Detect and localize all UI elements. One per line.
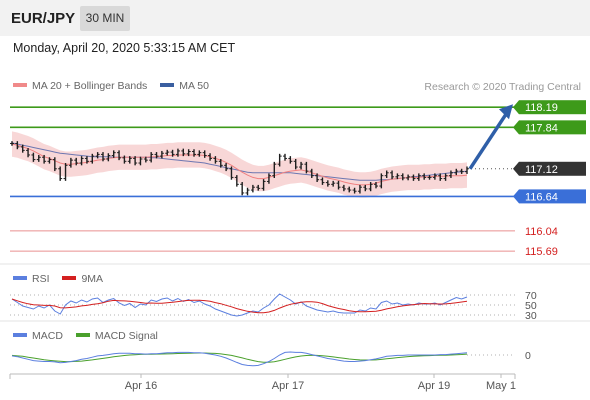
- timeframe-button[interactable]: 30 MIN: [80, 6, 130, 31]
- rsi-tick-label: 70: [525, 290, 537, 302]
- credit-text: Research © 2020 Trading Central: [424, 81, 581, 93]
- x-tick-label: Apr 16: [125, 380, 157, 392]
- level-label-target: 116.04: [525, 226, 558, 238]
- level-box-resistance: [519, 120, 586, 135]
- rsi-tick-label: 30: [525, 310, 537, 322]
- macd-line: [11, 351, 468, 367]
- legend-item-macd-signal: MACD Signal: [75, 330, 158, 342]
- macd-signal-swatch: [75, 333, 90, 338]
- rsi-legend: RSI 9MA: [13, 273, 103, 285]
- legend-ma20-label: MA 20 + Bollinger Bands: [32, 80, 148, 92]
- macd-signal-line: [11, 352, 468, 363]
- level-box-support: [519, 189, 586, 204]
- legend-item-macd: MACD: [13, 330, 63, 342]
- symbol-title: EUR/JPY: [11, 10, 76, 27]
- rsi-tick-label: 50: [525, 300, 537, 312]
- level-label-support: 116.64: [525, 191, 558, 203]
- rsi-ma-line: [11, 298, 468, 314]
- ma20-line: [11, 143, 468, 186]
- chart-header: EUR/JPY 30 MIN: [0, 0, 590, 36]
- current-price-box: [519, 161, 586, 176]
- level-pointer-resistance: [513, 120, 519, 135]
- legend-ma50-label: MA 50: [179, 80, 209, 92]
- ma20-swatch: [13, 83, 27, 88]
- legend-item-ma20: MA 20 + Bollinger Bands: [13, 80, 147, 92]
- level-pointer-support: [513, 189, 519, 204]
- level-pointer-resistance: [513, 100, 519, 115]
- datetime-label: Monday, April 20, 2020 5:33:15 AM CET: [13, 41, 236, 55]
- macd-swatch: [13, 333, 27, 338]
- current-price-label: 117.12: [525, 164, 558, 176]
- macd-legend: MACD MACD Signal: [13, 330, 158, 342]
- x-tick-label: May 1: [486, 380, 516, 392]
- legend-item-rsi: RSI: [13, 273, 50, 285]
- main-legend: MA 20 + Bollinger Bands MA 50: [13, 80, 209, 92]
- forecast-arrow-shaft: [468, 113, 508, 170]
- level-label-target: 115.69: [525, 246, 558, 258]
- level-label-resistance: 118.19: [525, 102, 558, 114]
- level-box-resistance: [519, 100, 586, 115]
- legend-rsi-ma-label: 9MA: [81, 273, 104, 285]
- macd-tick-label: 0: [525, 350, 531, 362]
- x-tick-label: Apr 17: [272, 380, 304, 392]
- ma50-swatch: [160, 83, 175, 88]
- x-tick-label: Apr 19: [418, 380, 450, 392]
- legend-item-rsi-ma: 9MA: [62, 273, 103, 285]
- legend-rsi-label: RSI: [32, 273, 50, 285]
- rsi-line: [11, 293, 468, 317]
- bollinger-band: [12, 131, 467, 198]
- legend-macd-label: MACD: [32, 330, 63, 342]
- current-price-pointer: [513, 161, 519, 176]
- rsi-ma-swatch: [62, 276, 77, 281]
- forecast-arrow-head: [499, 104, 513, 120]
- rsi-swatch: [13, 276, 27, 281]
- level-label-resistance: 117.84: [525, 122, 558, 134]
- legend-macd-signal-label: MACD Signal: [94, 330, 158, 342]
- legend-item-ma50: MA 50: [160, 80, 209, 92]
